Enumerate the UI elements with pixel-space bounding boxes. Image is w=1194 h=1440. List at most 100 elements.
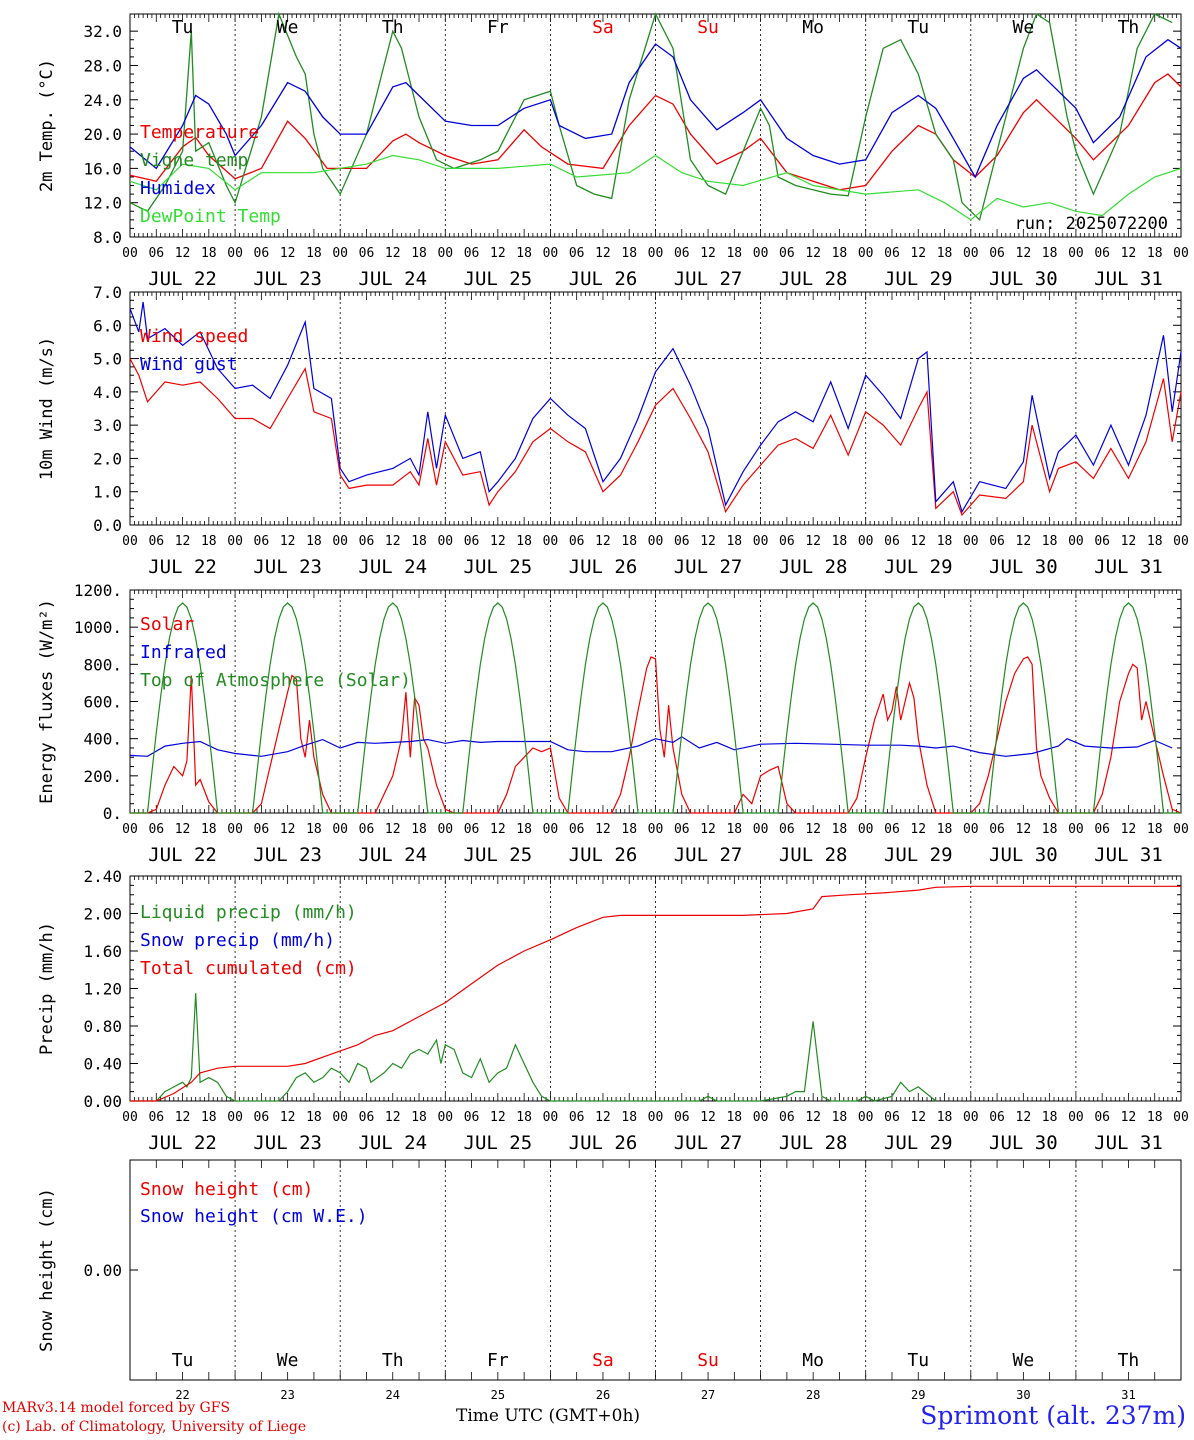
day-of-week-label: Tu — [907, 17, 929, 38]
y-tick-label: 800. — [83, 655, 122, 674]
day-of-week-label: We — [1013, 17, 1035, 38]
y-tick-label: 2.40 — [83, 867, 122, 886]
y-axis-title: 10m Wind (m/s) — [37, 337, 57, 480]
y-tick-label: 1.0 — [93, 483, 122, 502]
x-hour-label: 18 — [832, 534, 848, 549]
day-of-week-label: Th — [1118, 1350, 1140, 1371]
x-hour-label: 00 — [1173, 1110, 1189, 1125]
series-temperature — [129, 73, 1182, 191]
x-hour-label: 18 — [726, 1110, 742, 1125]
legend-entry: Snow height (cm) — [140, 1179, 313, 1200]
x-date-label: JUL 27 — [674, 556, 743, 578]
y-axis-title: Snow height (cm) — [37, 1188, 57, 1352]
x-hour-label: 06 — [779, 822, 795, 837]
y-axis-title: 2m Temp. (°C) — [37, 59, 57, 192]
x-hour-label: 12 — [805, 534, 821, 549]
x-hour-label: 18 — [726, 822, 742, 837]
day-of-week-label: Th — [382, 17, 404, 38]
x-axis-title: Time UTC (GMT+0h) — [456, 1406, 641, 1426]
y-tick-label: 1.60 — [83, 942, 122, 961]
x-hour-label: 06 — [674, 822, 690, 837]
day-of-week-label: Sa — [592, 1350, 614, 1371]
x-hour-label: 12 — [1121, 534, 1137, 549]
x-hour-label: 06 — [569, 534, 585, 549]
x-date-label: JUL 25 — [464, 1132, 533, 1154]
x-hour-label: 06 — [779, 534, 795, 549]
x-hour-label: 00 — [858, 534, 874, 549]
day-of-week-label: We — [1013, 1350, 1035, 1371]
x-hour-label: 18 — [937, 246, 953, 261]
x-hour-label: 18 — [937, 822, 953, 837]
x-date-label: JUL 24 — [358, 556, 427, 578]
y-tick-label: 4.0 — [93, 383, 122, 402]
x-hour-label: 18 — [411, 246, 427, 261]
x-date-label: JUL 28 — [779, 844, 848, 866]
x-date-label: JUL 23 — [253, 556, 322, 578]
x-hour-label: 12 — [805, 822, 821, 837]
x-date-label: JUL 30 — [989, 268, 1058, 290]
x-hour-label: 00 — [1173, 534, 1189, 549]
x-hour-label: 00 — [963, 534, 979, 549]
x-hour-label: 06 — [989, 822, 1005, 837]
x-date-label: JUL 25 — [464, 268, 533, 290]
x-hour-label: 12 — [385, 822, 401, 837]
x-hour-label: 00 — [753, 1110, 769, 1125]
x-hour-label: 06 — [1094, 822, 1110, 837]
x-hour-label: 12 — [490, 822, 506, 837]
y-tick-label: 0.80 — [83, 1017, 122, 1036]
x-hour-label: 18 — [201, 822, 217, 837]
x-hour-label: 18 — [1042, 246, 1058, 261]
x-hour-label: 18 — [832, 822, 848, 837]
x-date-label: JUL 22 — [148, 556, 217, 578]
credit-lab: (c) Lab. of Climatology, University of L… — [2, 1419, 307, 1435]
x-date-label: JUL 30 — [989, 844, 1058, 866]
x-hour-label: 00 — [332, 822, 348, 837]
y-tick-label: 1.20 — [83, 980, 122, 999]
x-hour-label: 00 — [227, 246, 243, 261]
x-hour-label: 18 — [1042, 822, 1058, 837]
series-solar — [130, 656, 1182, 814]
x-date-label: JUL 26 — [569, 556, 638, 578]
x-hour-label: 06 — [884, 534, 900, 549]
x-hour-label: 18 — [516, 246, 532, 261]
x-hour-label: 06 — [569, 822, 585, 837]
x-day-number-label: 30 — [1016, 1388, 1030, 1402]
series-vigne-temp — [129, 11, 1173, 222]
series-wind-speed — [129, 358, 1182, 517]
y-tick-label: 3.0 — [93, 416, 122, 435]
x-hour-label: 18 — [1147, 1110, 1163, 1125]
station-label: Sprimont (alt. 237m) — [920, 1401, 1186, 1430]
x-date-label: JUL 29 — [884, 1132, 953, 1154]
x-hour-label: 06 — [989, 534, 1005, 549]
x-date-label: JUL 23 — [253, 268, 322, 290]
x-hour-label: 06 — [1094, 1110, 1110, 1125]
panel-flux: 0. 200. 400. 600. 800. 1000. 1200. Energy fluxe… — [37, 581, 1189, 866]
x-date-label: JUL 25 — [464, 844, 533, 866]
panel-temp: 8.0 12.0 16.0 20.0 24.0 28.0 32.0 2m Temp. (°C)… — [37, 11, 1189, 290]
x-hour-label: 06 — [1094, 246, 1110, 261]
x-hour-label: 06 — [464, 822, 480, 837]
x-hour-label: 00 — [753, 822, 769, 837]
x-day-number-label: 25 — [491, 1388, 505, 1402]
x-hour-label: 18 — [411, 1110, 427, 1125]
x-date-label: JUL 26 — [569, 1132, 638, 1154]
x-date-label: JUL 22 — [148, 844, 217, 866]
x-hour-label: 06 — [254, 1110, 270, 1125]
series-dewpoint-temp — [129, 154, 1182, 221]
x-hour-label: 00 — [543, 1110, 559, 1125]
x-day-number-label: 26 — [596, 1388, 610, 1402]
legend-entry: DewPoint Temp — [140, 206, 281, 227]
x-hour-label: 12 — [280, 1110, 296, 1125]
y-tick-label: 0.40 — [83, 1055, 122, 1074]
x-date-label: JUL 27 — [674, 844, 743, 866]
x-date-label: JUL 24 — [358, 268, 427, 290]
legend-entry: Total cumulated (cm) — [140, 958, 357, 979]
x-hour-label: 06 — [254, 534, 270, 549]
x-hour-label: 18 — [1042, 534, 1058, 549]
y-tick-label: 16.0 — [83, 159, 122, 178]
x-hour-label: 12 — [385, 1110, 401, 1125]
legend-entry: Wind speed — [140, 326, 248, 347]
x-hour-label: 12 — [595, 822, 611, 837]
x-hour-label: 00 — [648, 534, 664, 549]
legend-entry: Temperature — [140, 122, 259, 143]
